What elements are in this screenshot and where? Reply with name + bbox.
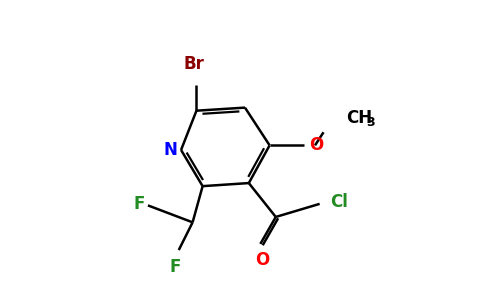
Text: F: F xyxy=(170,258,182,276)
Text: Cl: Cl xyxy=(331,193,348,211)
Text: O: O xyxy=(255,251,269,269)
Text: Br: Br xyxy=(184,55,205,73)
Text: N: N xyxy=(163,141,177,159)
Text: F: F xyxy=(133,195,144,213)
Text: CH: CH xyxy=(347,109,373,127)
Text: O: O xyxy=(309,136,323,154)
Text: 3: 3 xyxy=(367,116,375,129)
